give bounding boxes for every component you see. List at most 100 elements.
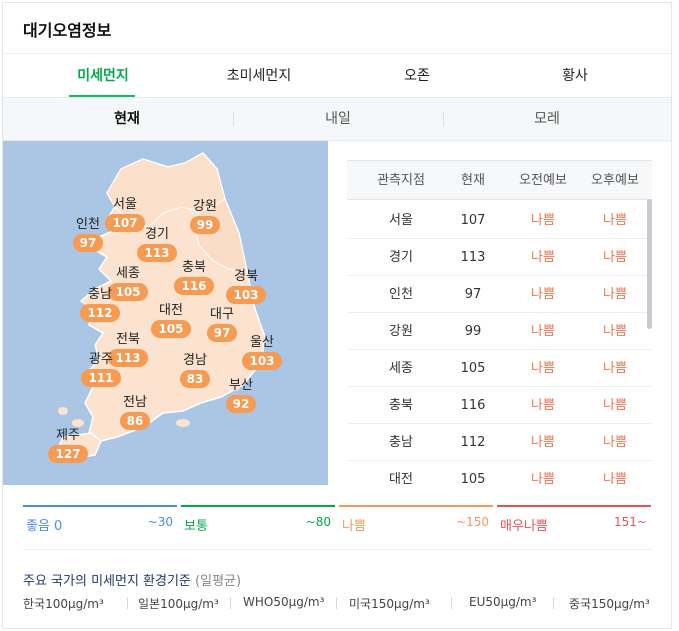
region-value-badge: 97 — [206, 324, 238, 342]
subtab-day-after[interactable]: 모레 — [534, 111, 560, 127]
cell-am-forecast: 나쁨 — [531, 250, 555, 265]
cell-am-forecast: 나쁨 — [531, 324, 555, 339]
table-row[interactable]: 인천 97 나쁨 나쁨 — [347, 276, 652, 313]
standard-eu: EU50μg/m³ — [469, 595, 537, 609]
region-value-badge: 99 — [189, 216, 221, 234]
map-region-chungnam[interactable]: 충남 112 — [75, 287, 125, 322]
region-table[interactable]: 관측지점 현재 오전예보 오후예보 서울 107 나쁨 나쁨 경기 113 나쁨 나쁨 인천 97… — [347, 160, 652, 485]
standard-usa: 미국150μg/m³ — [349, 597, 430, 611]
region-name: 충북 — [182, 260, 206, 275]
table-row[interactable]: 경기 113 나쁨 나쁨 — [347, 239, 652, 276]
cell-current: 113 — [460, 250, 486, 265]
region-value-badge: 105 — [108, 283, 148, 301]
cell-current: 116 — [460, 398, 486, 413]
standard-japan: 일본100μg/m³ — [138, 597, 219, 611]
pollutant-tabs: 미세먼지 초미세먼지 오존 황사 — [3, 54, 671, 98]
col-header-station: 관측지점 — [377, 173, 425, 188]
map-region-gwangju[interactable]: 광주 111 — [76, 352, 126, 387]
cell-pm-forecast: 나쁨 — [603, 435, 627, 450]
table-row[interactable]: 세종 105 나쁨 나쁨 — [347, 350, 652, 387]
cell-am-forecast: 나쁨 — [531, 435, 555, 450]
region-value-badge: 105 — [151, 320, 191, 338]
map-region-ulsan[interactable]: 울산 103 — [237, 335, 287, 370]
map-region-gyeongnam[interactable]: 경남 83 — [170, 353, 220, 388]
cell-current: 105 — [460, 361, 486, 376]
region-name: 인천 — [76, 217, 100, 232]
region-value-badge: 112 — [80, 304, 120, 322]
map-region-jeonbuk[interactable]: 전북 113 — [103, 332, 153, 367]
region-name: 제주 — [56, 428, 80, 443]
col-header-am-forecast: 오전예보 — [519, 173, 567, 188]
subtab-today[interactable]: 현재 — [114, 111, 140, 127]
legend-range: ~30 — [147, 515, 173, 529]
standards-subtitle: (일평균) — [195, 574, 242, 589]
cell-am-forecast: 나쁨 — [531, 472, 555, 485]
region-name: 전북 — [116, 332, 140, 347]
legend-very-bad: 매우나쁨 151~ — [497, 505, 651, 535]
legend-range: 151~ — [614, 515, 647, 529]
map-region-gangwon[interactable]: 강원 99 — [180, 199, 230, 234]
map-region-seoul[interactable]: 서울 107 — [100, 197, 150, 232]
legend-label: 보통 — [184, 519, 208, 534]
map-region-gyeonggi[interactable]: 경기 113 — [132, 227, 182, 262]
cell-current: 112 — [460, 435, 486, 450]
standard-who: WHO50μg/m³ — [243, 595, 325, 609]
map-region-incheon[interactable]: 인천 97 — [63, 217, 113, 252]
cell-pm-forecast: 나쁨 — [603, 398, 627, 413]
tab-ozone[interactable]: 오존 — [404, 68, 430, 84]
region-name: 대전 — [159, 303, 183, 318]
legend-normal: 보통 ~80 — [181, 505, 335, 535]
cell-current: 99 — [464, 324, 482, 339]
standard-china: 중국150μg/m³ — [569, 597, 650, 611]
map-region-busan[interactable]: 부산 92 — [216, 378, 266, 413]
standard-divider — [451, 597, 452, 609]
region-value-badge: 86 — [119, 412, 151, 430]
cell-station: 인천 — [389, 287, 413, 302]
standard-divider — [553, 597, 554, 609]
region-value-badge: 97 — [72, 234, 104, 252]
subtab-divider — [233, 112, 234, 126]
card-title: 대기오염정보 — [23, 21, 112, 40]
active-tab-indicator — [69, 95, 135, 97]
legend-good: 좋음 0 ~30 — [23, 505, 177, 535]
region-name: 대구 — [210, 307, 234, 322]
table-row[interactable]: 충북 116 나쁨 나쁨 — [347, 387, 652, 424]
region-value-badge: 113 — [137, 244, 177, 262]
legend-bad: 나쁨 ~150 — [339, 505, 493, 535]
cell-current: 105 — [460, 472, 486, 485]
map-region-jeonnam[interactable]: 전남 86 — [110, 395, 160, 430]
tab-pm10[interactable]: 미세먼지 — [77, 68, 129, 84]
map-region-gyeongbuk[interactable]: 경북 103 — [221, 269, 271, 304]
subtab-tomorrow[interactable]: 내일 — [325, 111, 351, 127]
map-region-sejong[interactable]: 세종 105 — [103, 266, 153, 301]
day-subtabs: 현재 내일 모레 — [3, 97, 671, 141]
map-region-chungbuk[interactable]: 충북 116 — [169, 260, 219, 295]
region-name: 광주 — [89, 352, 113, 367]
subtab-divider — [443, 112, 444, 126]
map-region-jeju[interactable]: 제주 127 — [43, 428, 93, 463]
legend-label: 좋음 0 — [26, 519, 63, 534]
tab-pm25[interactable]: 초미세먼지 — [226, 68, 292, 84]
legend-label: 나쁨 — [342, 519, 366, 534]
region-name: 부산 — [229, 378, 253, 393]
table-scrollbar[interactable] — [647, 199, 652, 329]
map-region-daejeon[interactable]: 대전 105 — [146, 303, 196, 338]
cell-station: 경기 — [389, 250, 413, 265]
col-header-pm-forecast: 오후예보 — [591, 173, 639, 188]
cell-current: 107 — [460, 213, 486, 228]
cell-pm-forecast: 나쁨 — [603, 361, 627, 376]
cell-current: 97 — [464, 287, 482, 302]
table-row[interactable]: 충남 112 나쁨 나쁨 — [347, 424, 652, 461]
region-value-badge: 103 — [226, 286, 266, 304]
region-name: 경북 — [234, 269, 258, 284]
table-row[interactable]: 서울 107 나쁨 나쁨 — [347, 202, 652, 239]
tab-yellow-dust[interactable]: 황사 — [562, 68, 588, 84]
cell-pm-forecast: 나쁨 — [603, 213, 627, 228]
region-name: 충남 — [88, 287, 112, 302]
table-row[interactable]: 대전 105 나쁨 나쁨 — [347, 461, 652, 485]
region-value-badge: 127 — [48, 445, 88, 463]
standards-list: 한국100μg/m³ 일본100μg/m³ WHO50μg/m³ 미국150μg… — [23, 595, 653, 613]
table-row[interactable]: 강원 99 나쁨 나쁨 — [347, 313, 652, 350]
map-region-daegu[interactable]: 대구 97 — [197, 307, 247, 342]
